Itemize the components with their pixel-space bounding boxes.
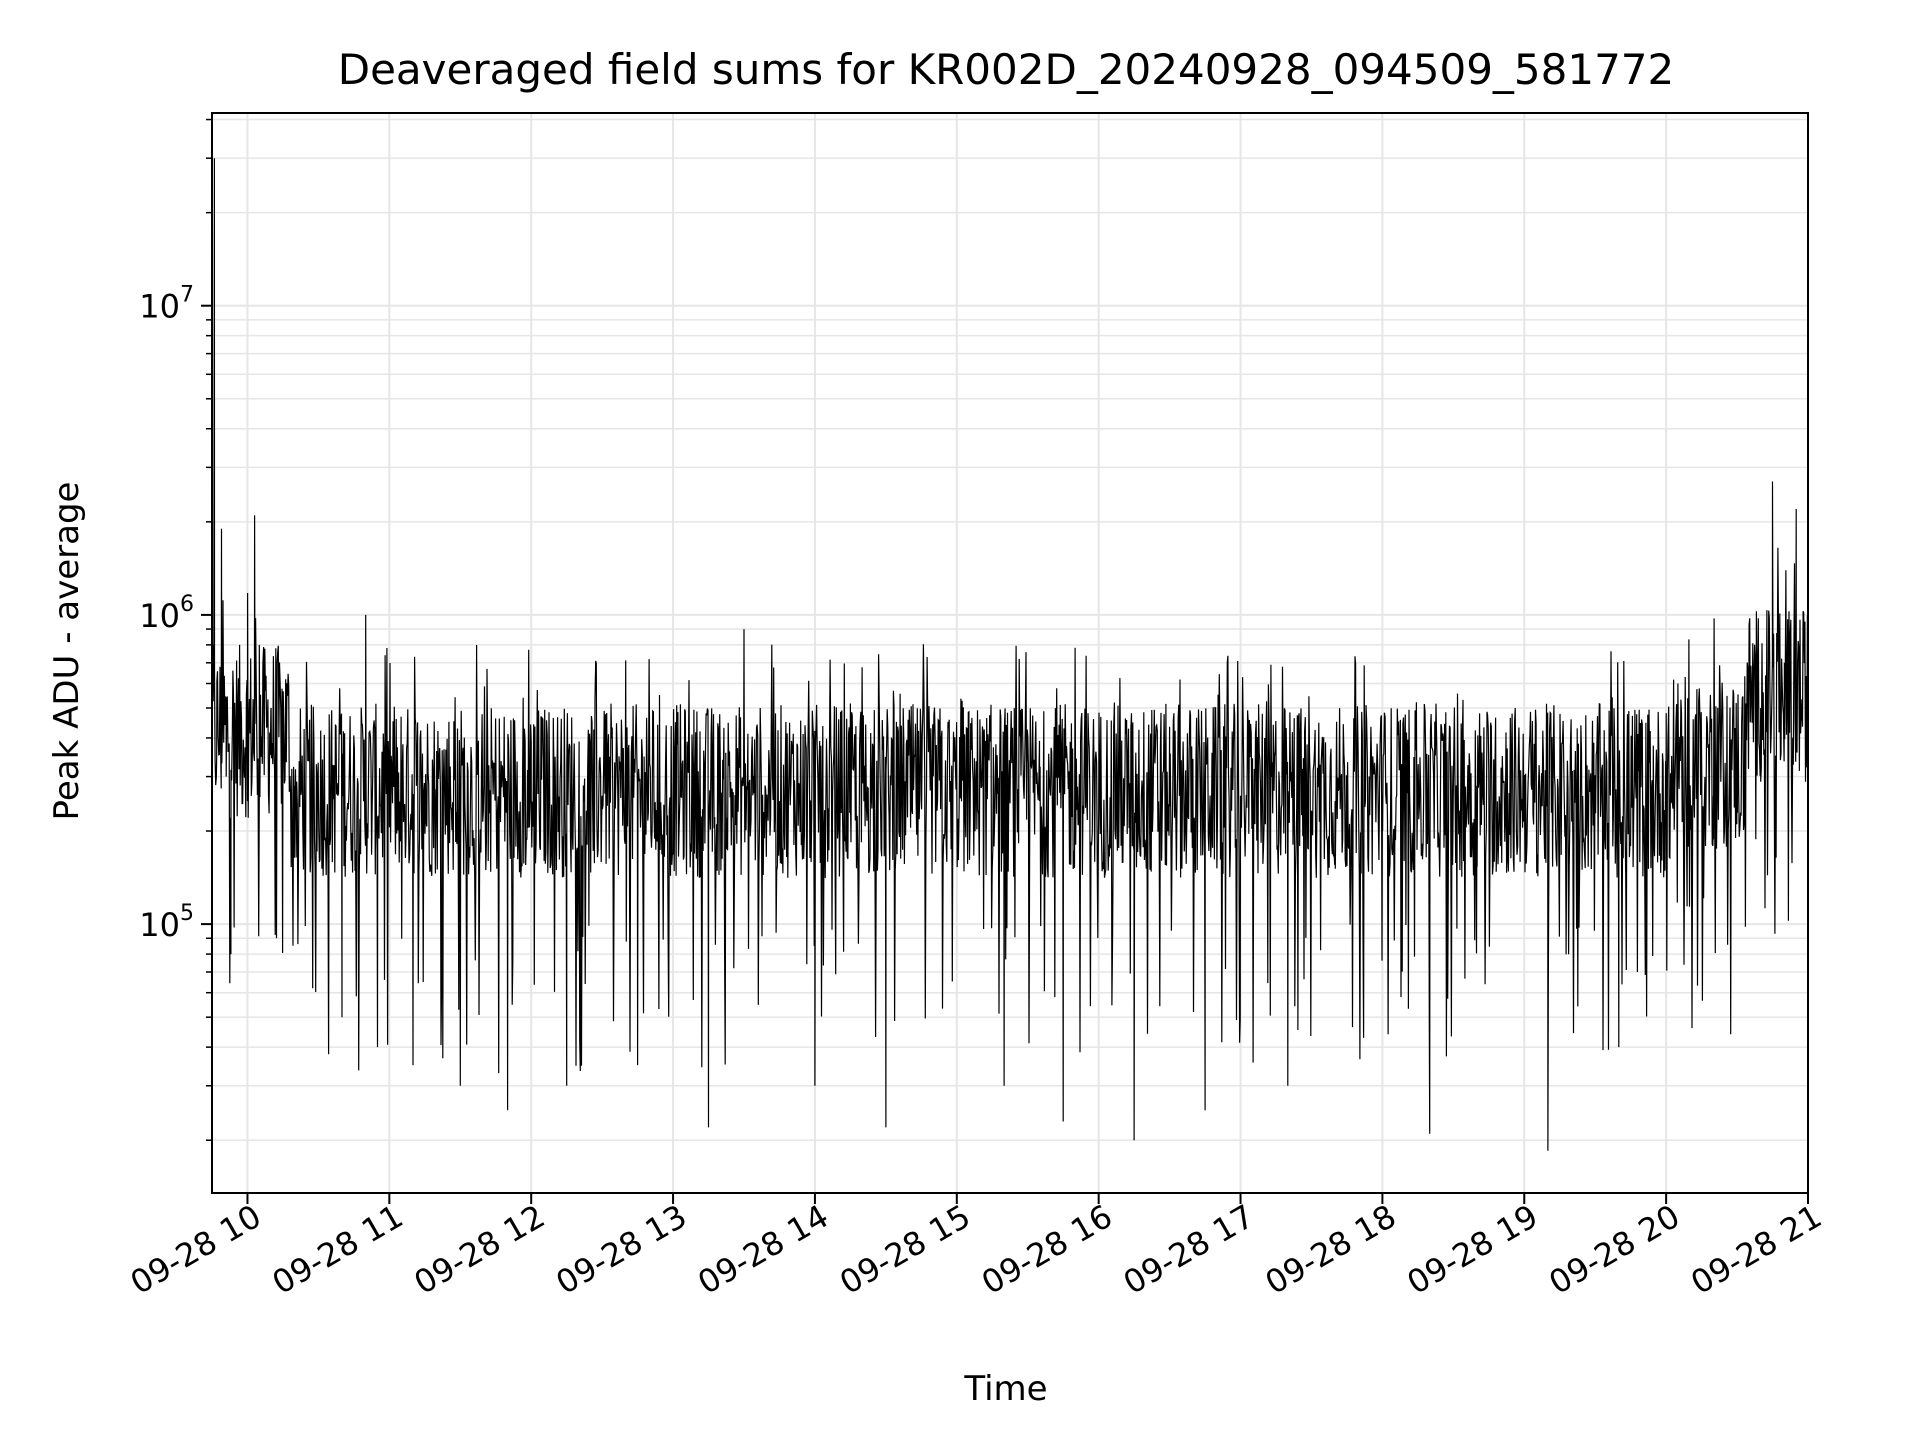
plot-frame xyxy=(211,112,1809,1194)
data-series xyxy=(211,158,1809,1151)
y-tick-label: 106 xyxy=(139,592,194,635)
y-tick-label: 107 xyxy=(139,283,194,326)
y-tick-label: 105 xyxy=(139,901,194,944)
x-axis-label: Time xyxy=(963,1369,1047,1409)
y-axis-label: Peak ADU - average xyxy=(47,482,87,821)
chart-title: Deaveraged field sums for KR002D_2024092… xyxy=(338,45,1675,94)
series-line xyxy=(211,158,1809,1151)
